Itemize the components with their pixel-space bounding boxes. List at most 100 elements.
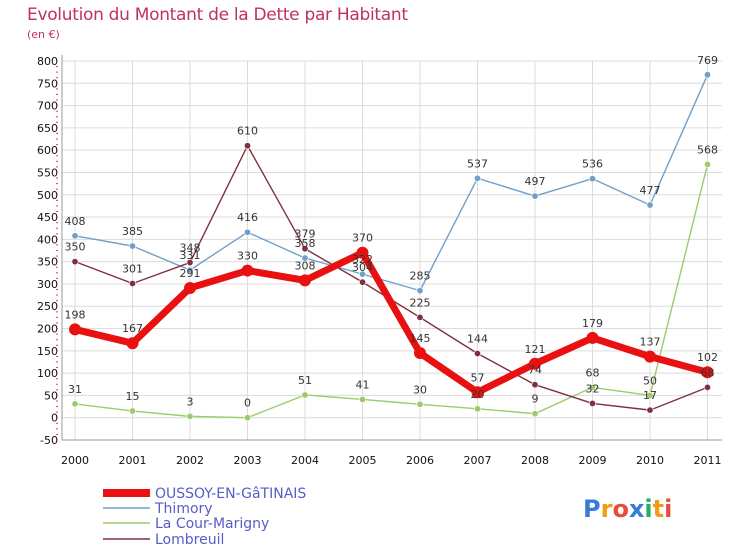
- y-tick-label: 300: [37, 278, 58, 291]
- y-tick-label: 450: [37, 211, 58, 224]
- y-tick-label: 100: [37, 367, 58, 380]
- data-point: [529, 357, 541, 370]
- chart-title: Evolution du Montant de la Dette par Hab…: [27, 5, 408, 25]
- data-label: 304: [352, 261, 373, 274]
- data-point: [703, 383, 711, 391]
- data-label: 145: [410, 332, 431, 345]
- data-label: 102: [697, 351, 718, 364]
- data-point: [299, 274, 311, 287]
- data-label: 121: [525, 343, 546, 356]
- data-point: [416, 400, 424, 408]
- proxiti-logo-text: Proxiti: [583, 495, 672, 523]
- data-label: 50: [643, 374, 657, 387]
- data-label: 348: [180, 242, 201, 255]
- legend-label: OUSSOY-EN-GâTINAIS: [155, 486, 306, 502]
- series-line-3: [74, 163, 709, 419]
- data-label: 0: [244, 397, 251, 410]
- data-point: [71, 258, 79, 266]
- data-label: 137: [640, 336, 661, 349]
- data-label: 477: [640, 184, 661, 197]
- y-tick-label: 600: [37, 144, 58, 157]
- x-tick-label: 2001: [119, 454, 147, 467]
- data-label: 225: [410, 296, 431, 309]
- x-tick-label: 2009: [579, 454, 607, 467]
- data-point: [588, 399, 596, 407]
- y-tick-label: 250: [37, 300, 58, 313]
- y-tick-label: 350: [37, 256, 58, 269]
- data-label: 51: [298, 374, 312, 387]
- data-label: 41: [356, 378, 370, 391]
- data-label: 385: [122, 225, 143, 238]
- x-tick-label: 2004: [291, 454, 319, 467]
- legend-label: La Cour-Marigny: [155, 516, 269, 532]
- data-label: 536: [582, 158, 603, 171]
- data-label: 144: [467, 332, 488, 345]
- x-tick-label: 2005: [349, 454, 377, 467]
- data-point: [646, 201, 654, 209]
- data-label: 74: [528, 364, 542, 377]
- y-tick-label: 750: [37, 77, 58, 90]
- data-label: 285: [410, 270, 431, 283]
- data-point: [244, 414, 252, 422]
- label-layer: 1981672913303083701455712117913710240838…: [65, 54, 719, 410]
- data-point: [241, 264, 254, 277]
- data-point: [701, 366, 714, 379]
- data-point: [186, 266, 194, 274]
- data-point: [473, 405, 481, 413]
- x-tick-label: 2010: [636, 454, 664, 467]
- data-label: 416: [237, 211, 258, 224]
- data-label: 322: [352, 253, 373, 266]
- data-point: [531, 192, 539, 200]
- data-label: 610: [237, 125, 258, 138]
- data-point: [356, 246, 369, 259]
- data-point: [301, 254, 309, 262]
- chart-subtitle: (en €): [27, 28, 60, 41]
- data-label: 497: [525, 175, 546, 188]
- data-label: 198: [65, 308, 86, 321]
- data-point: [358, 278, 366, 286]
- data-point: [588, 175, 596, 183]
- data-point: [184, 281, 196, 294]
- data-point: [301, 245, 309, 253]
- y-tick-label: 150: [37, 345, 58, 358]
- series-line-4: [74, 145, 709, 411]
- data-label: 408: [65, 215, 86, 228]
- data-point: [588, 383, 596, 391]
- data-label: 167: [122, 322, 143, 335]
- data-point: [186, 412, 194, 420]
- data-label: 568: [697, 143, 718, 156]
- data-label: 370: [352, 232, 373, 245]
- x-tick-label: 2003: [234, 454, 262, 467]
- y-tick-label: 550: [37, 166, 58, 179]
- data-label: 179: [582, 317, 603, 330]
- data-label: 68: [701, 366, 715, 379]
- data-label: 57: [471, 371, 485, 384]
- data-label: 32: [586, 382, 600, 395]
- data-point: [646, 391, 654, 399]
- data-label: 350: [65, 241, 86, 254]
- proxiti-logo: Proxiti: [583, 495, 672, 523]
- data-point: [416, 287, 424, 295]
- x-tick-label: 2007: [464, 454, 492, 467]
- data-point: [531, 381, 539, 389]
- x-tick-label: 2006: [406, 454, 434, 467]
- data-label: 3: [187, 395, 194, 408]
- y-tick-label: 800: [37, 55, 58, 68]
- data-point: [586, 331, 599, 344]
- data-label: 30: [413, 383, 427, 396]
- data-point: [244, 228, 252, 236]
- data-point: [414, 347, 426, 360]
- data-point: [71, 232, 79, 240]
- data-label: 20: [471, 388, 485, 401]
- y-tick-label: 400: [37, 233, 58, 246]
- data-label: 291: [180, 267, 201, 280]
- data-label: 331: [180, 249, 201, 262]
- data-label: 68: [586, 366, 600, 379]
- data-label: 301: [122, 262, 143, 275]
- grid-layer: [62, 60, 722, 441]
- axis-layer: -500501001502002503003504004505005506006…: [37, 55, 722, 467]
- data-label: 31: [68, 383, 82, 396]
- series-line-2: [74, 74, 709, 292]
